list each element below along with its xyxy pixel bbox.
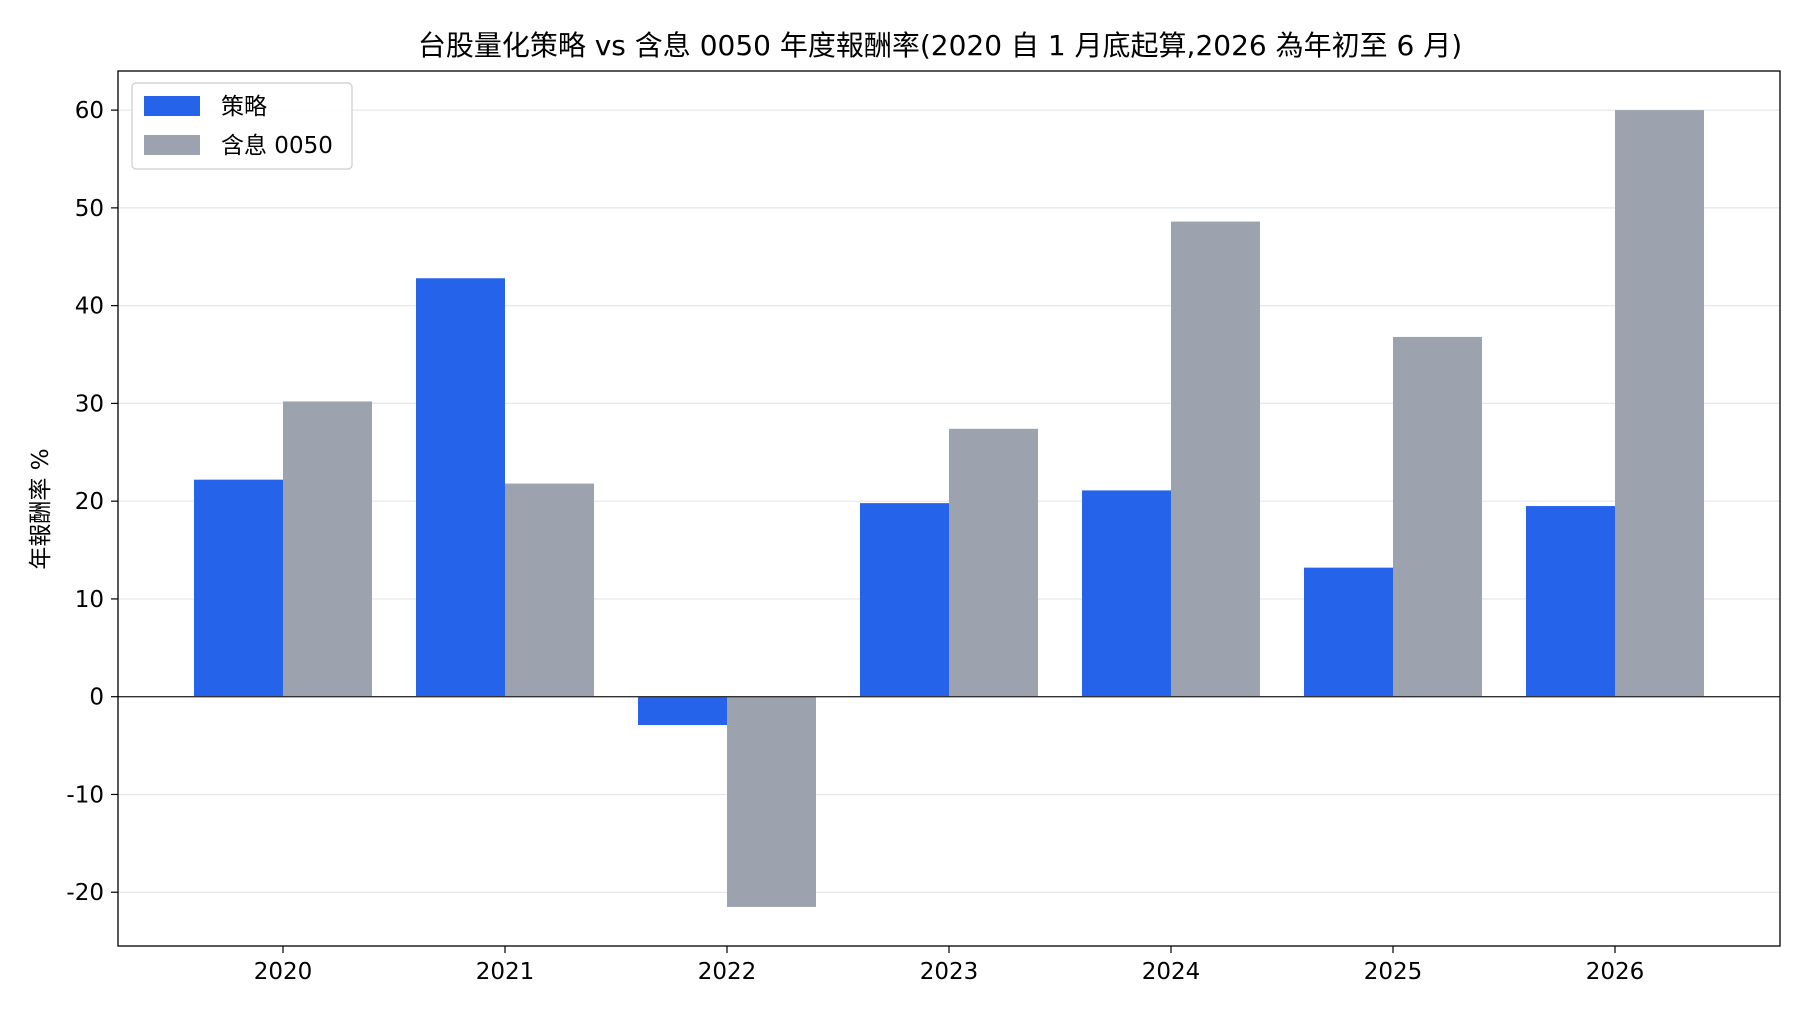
y-axis-label: 年報酬率 % <box>28 448 54 569</box>
bar-etf-0050-2022 <box>727 696 816 907</box>
y-tick-label: 30 <box>75 391 104 417</box>
bar-etf-0050-2021 <box>505 483 594 697</box>
bar-strategy-2021 <box>416 278 505 697</box>
chart-title: 台股量化策略 vs 含息 0050 年度報酬率(2020 自 1 月底起算,20… <box>418 29 1462 62</box>
legend-swatch <box>144 135 200 155</box>
legend-swatch <box>144 96 200 116</box>
tick-labels: -20 -10 0 10 20 30 40 50 60 2020 2021 2022 2023 2024 2… <box>66 98 1644 985</box>
y-tick-label: 40 <box>75 294 104 320</box>
x-tick-label: 2024 <box>1142 959 1201 985</box>
bar-etf-0050-2020 <box>283 401 372 697</box>
x-tick-label: 2020 <box>254 959 313 985</box>
bars <box>194 110 1704 907</box>
y-tick-label: 50 <box>75 196 104 222</box>
x-tick-label: 2022 <box>698 959 757 985</box>
x-tick-label: 2025 <box>1364 959 1423 985</box>
x-tick-label: 2021 <box>476 959 535 985</box>
y-tick-label: -20 <box>66 880 104 906</box>
y-tick-label: 20 <box>75 489 104 515</box>
bar-strategy-2025 <box>1304 567 1393 697</box>
x-tick-label: 2023 <box>920 959 979 985</box>
x-tick-label: 2026 <box>1586 959 1645 985</box>
bar-etf-0050-2025 <box>1393 336 1482 697</box>
bar-strategy-2022 <box>638 696 727 726</box>
y-tick-label: 0 <box>89 685 104 711</box>
bar-etf-0050-2024 <box>1171 221 1260 697</box>
axes <box>111 70 1781 953</box>
plot-frame <box>117 70 1781 947</box>
bar-etf-0050-2023 <box>949 428 1038 697</box>
bar-strategy-2026 <box>1526 506 1615 697</box>
bar-etf-0050-2026 <box>1615 110 1704 697</box>
y-tick-label: -10 <box>66 782 104 808</box>
bar-strategy-2020 <box>194 479 283 697</box>
bar-strategy-2023 <box>860 503 949 697</box>
legend-label: 策略 <box>221 94 267 120</box>
y-tick-label: 60 <box>75 98 104 124</box>
y-tick-label: 10 <box>75 587 104 613</box>
bar-strategy-2024 <box>1082 490 1171 697</box>
legend-label: 含息 0050 <box>221 133 333 159</box>
